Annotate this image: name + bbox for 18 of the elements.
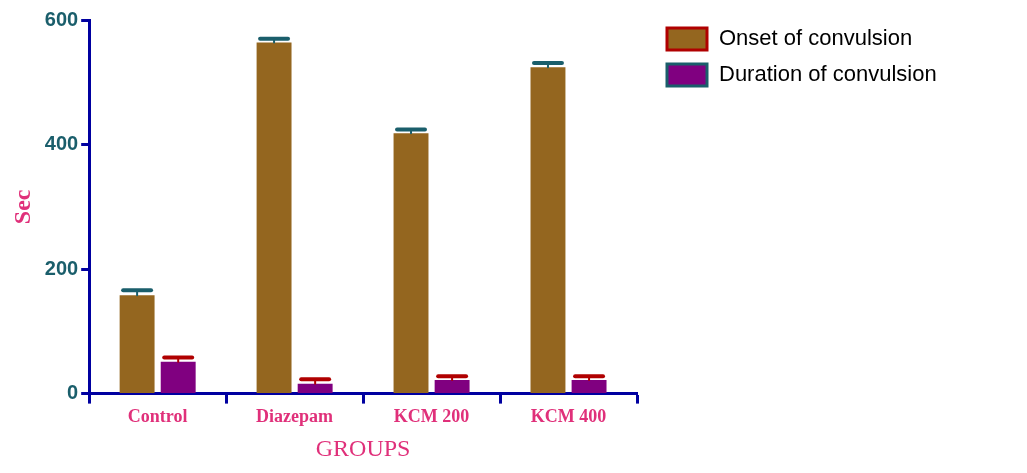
x-tick-label: KCM 400 — [530, 406, 607, 427]
y-tick-label: 0 — [67, 381, 79, 404]
bar — [160, 361, 196, 394]
x-tick-label: KCM 200 — [393, 406, 470, 427]
y-tick-label: 400 — [44, 132, 79, 155]
legend-label: Onset of convulsion — [719, 25, 913, 51]
y-tick-label: 200 — [44, 256, 79, 279]
x-tick-label: Diazepam — [256, 406, 334, 427]
bar — [297, 383, 333, 394]
y-tick-label: 600 — [44, 7, 79, 30]
y-axis-title: Sec — [8, 189, 35, 225]
bar — [256, 42, 292, 394]
bar — [434, 379, 470, 394]
x-tick-label: Control — [127, 406, 188, 427]
bar — [393, 133, 429, 394]
legend-label: Duration of convulsion — [719, 61, 937, 87]
x-axis-title: GROUPS — [315, 434, 411, 461]
bar — [571, 379, 607, 394]
